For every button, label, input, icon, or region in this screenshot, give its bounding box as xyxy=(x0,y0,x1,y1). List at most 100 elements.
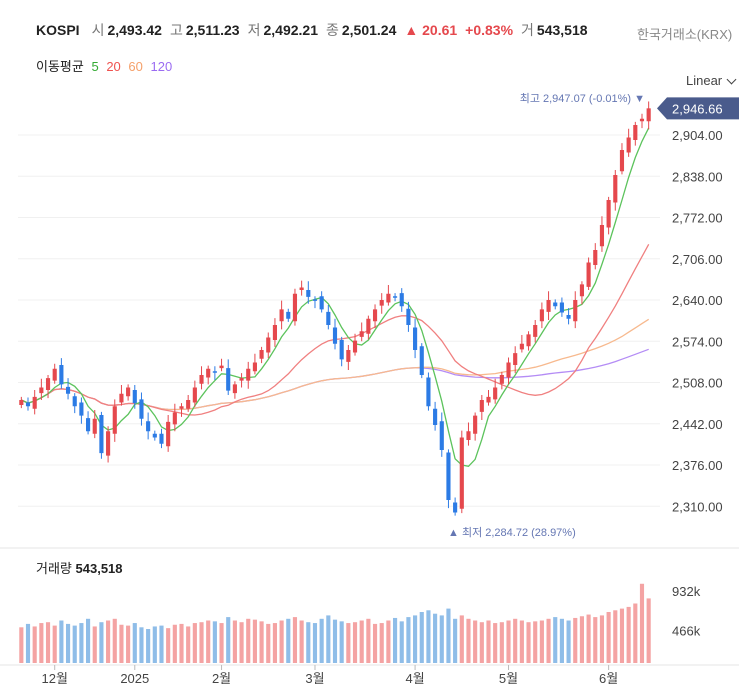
volume-bar xyxy=(513,618,518,663)
candle-body xyxy=(139,399,144,419)
volume-bar xyxy=(19,627,24,663)
candle-body xyxy=(126,387,131,397)
candle-body xyxy=(86,418,91,432)
volume-bar xyxy=(159,625,164,663)
low-value: 2,492.21 xyxy=(263,22,318,38)
volume-bar xyxy=(352,622,358,663)
volume-bar xyxy=(132,623,137,663)
high-value: 2,511.23 xyxy=(185,22,240,38)
candle-body xyxy=(232,384,237,394)
candle-body xyxy=(92,418,97,434)
candle-body xyxy=(326,311,331,325)
high-annotation: 최고 2,947.07 (-0.01%) ▼ xyxy=(520,92,645,105)
price-tick-label: 2,376.00 xyxy=(672,458,723,473)
volume-bar xyxy=(579,616,584,663)
exchange-name: 한국거래소(KRX) xyxy=(637,27,733,42)
change-percent: +0.83% xyxy=(465,22,514,38)
candle-body xyxy=(119,393,124,403)
volume-bar xyxy=(259,621,264,663)
last-price-tag xyxy=(657,97,739,120)
volume-bar xyxy=(613,610,618,663)
candle-body xyxy=(553,302,558,307)
candle-body xyxy=(546,300,551,312)
candle-body xyxy=(166,421,171,447)
ma-5-label[interactable]: 5 xyxy=(91,59,99,74)
volume-bar xyxy=(312,623,318,663)
volume-bar xyxy=(413,615,418,663)
volume-bar xyxy=(59,620,64,663)
x-tick-label: 4월 xyxy=(405,671,424,686)
candle-body xyxy=(639,118,645,122)
candle-body xyxy=(226,368,231,391)
candle-body xyxy=(473,415,478,434)
volume-panel-label: 거래량 543,518 xyxy=(36,558,123,577)
candle-body xyxy=(272,325,278,340)
candle-body xyxy=(312,299,318,301)
ma-20-label[interactable]: 20 xyxy=(106,59,121,74)
candle-body xyxy=(426,377,431,407)
volume-bar xyxy=(559,618,564,663)
moving-average-legend: 이동평균 5 20 60 120 xyxy=(36,56,176,75)
volume-bar xyxy=(112,618,117,663)
volume-bar xyxy=(479,622,484,663)
candle-body xyxy=(32,396,37,409)
volume-bar xyxy=(52,625,57,663)
volume-header-label: 거 xyxy=(521,22,534,38)
volume-bar xyxy=(199,622,204,663)
candle-body xyxy=(192,387,197,403)
volume-bar xyxy=(326,615,331,663)
candle-body xyxy=(52,368,57,381)
volume-label: 거래량 xyxy=(36,561,72,576)
candle-body xyxy=(479,400,484,412)
candle-body xyxy=(106,431,111,456)
volume-value: 543,518 xyxy=(75,561,123,576)
volume-bar xyxy=(339,621,344,663)
candle-body xyxy=(533,325,538,337)
volume-bar xyxy=(446,608,451,663)
quote-header: KOSPI 시 2,493.42 고 2,511.23 저 2,492.21 종… xyxy=(36,20,596,40)
candle-body xyxy=(419,346,424,375)
candle-body xyxy=(286,311,291,319)
candle-body xyxy=(526,334,531,347)
candle-body xyxy=(593,250,598,265)
volume-bar xyxy=(419,612,424,663)
volume-bar xyxy=(499,622,504,663)
low-annotation: ▲ 최저 2,284.72 (28.97%) xyxy=(448,526,576,539)
ma-120-label[interactable]: 120 xyxy=(150,59,173,74)
candle-body xyxy=(39,387,44,394)
ma-60-label[interactable]: 60 xyxy=(128,59,143,74)
candle-body xyxy=(186,400,191,409)
candle-body xyxy=(499,375,504,384)
x-tick-label: 12월 xyxy=(41,671,67,686)
price-tick-label: 2,838.00 xyxy=(672,169,723,184)
candle-body xyxy=(633,125,638,140)
candle-body xyxy=(146,421,151,432)
candle-body xyxy=(25,402,31,407)
volume-bar xyxy=(126,625,131,663)
volume-bar xyxy=(86,618,91,663)
volume-bar xyxy=(39,623,44,663)
volume-bar xyxy=(306,622,311,663)
candle-body xyxy=(179,406,184,409)
volume-bar xyxy=(493,623,498,663)
price-tick-label: 2,574.00 xyxy=(672,334,723,349)
candle-body xyxy=(573,300,578,322)
volume-bar xyxy=(386,620,391,663)
scale-dropdown[interactable]: Linear xyxy=(686,73,737,88)
candle-body xyxy=(626,137,631,153)
volume-bar xyxy=(192,623,197,663)
price-tick-label: 2,442.00 xyxy=(672,417,723,432)
volume-bar xyxy=(639,583,645,663)
volume-bar xyxy=(366,618,371,663)
price-tick-label: 2,310.00 xyxy=(672,499,723,514)
volume-bar xyxy=(65,623,71,663)
volume-bar xyxy=(286,618,291,663)
candle-body xyxy=(606,200,611,228)
candle-body xyxy=(453,502,458,513)
volume-bar xyxy=(593,617,598,663)
candle-body xyxy=(65,386,71,394)
high-label: 고 xyxy=(169,22,183,38)
candle-body xyxy=(219,365,224,369)
volume-bar xyxy=(486,620,491,663)
